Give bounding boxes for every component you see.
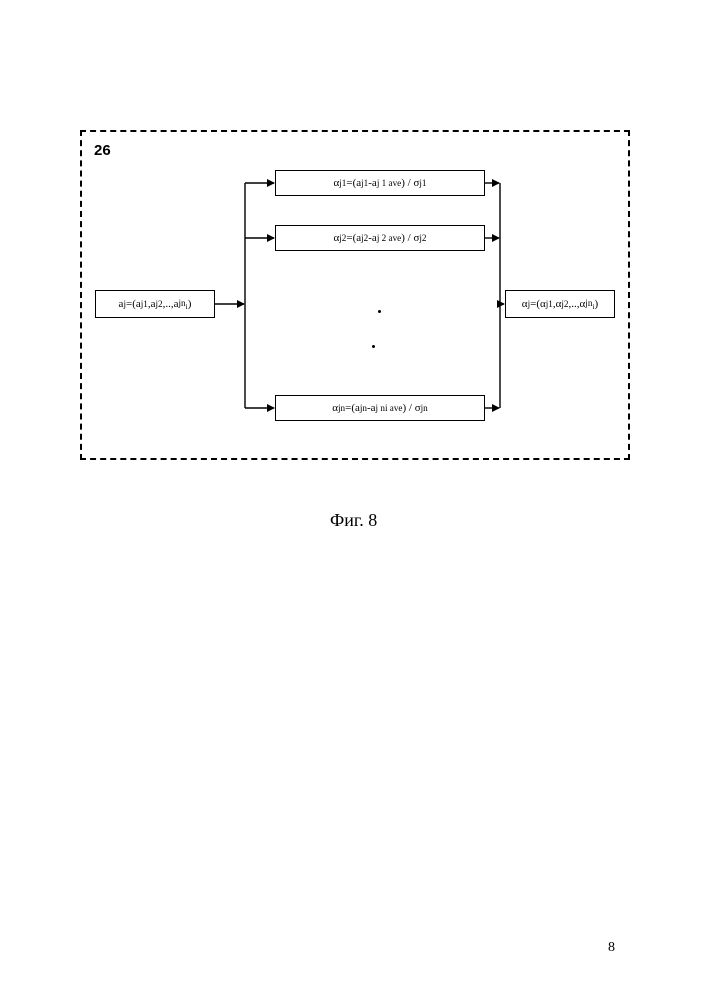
normalize-fn-node: αjn=(ajn-aj ni ave) / σjn bbox=[275, 395, 485, 421]
input-vector-node: aj=(aj1,aj2,..,ajni) bbox=[95, 290, 215, 318]
output-vector-node: αj=(αj1,αj2,..,αjni) bbox=[505, 290, 615, 318]
ellipsis-dot bbox=[378, 310, 381, 313]
page: 26 aj=(aj1,aj2,..,ajni) αj1=(aj1-aj 1 av… bbox=[0, 0, 707, 1000]
page-number: 8 bbox=[608, 940, 615, 956]
normalize-f2-node: αj2=(aj2-aj 2 ave) / σj2 bbox=[275, 225, 485, 251]
module-label: 26 bbox=[94, 142, 111, 159]
figure-caption: Фиг. 8 bbox=[330, 510, 377, 531]
ellipsis-dot bbox=[372, 345, 375, 348]
normalize-f1-node: αj1=(aj1-aj 1 ave) / σj1 bbox=[275, 170, 485, 196]
